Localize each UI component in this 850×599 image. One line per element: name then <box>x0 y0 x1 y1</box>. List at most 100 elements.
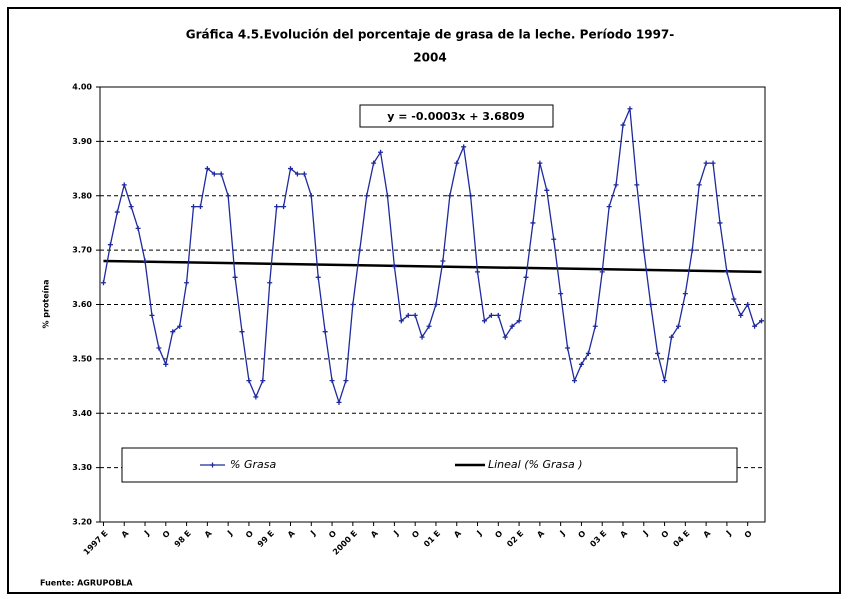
point <box>405 312 411 318</box>
point <box>516 318 522 324</box>
point <box>412 312 418 318</box>
point <box>752 323 758 329</box>
point <box>468 193 474 199</box>
point <box>364 193 370 199</box>
chart-title-line2: 2004 <box>413 51 446 65</box>
point <box>267 280 273 286</box>
point <box>128 204 134 210</box>
point <box>246 378 252 384</box>
y-tick-label: 3.40 <box>72 409 92 418</box>
x-tick-label: 99 E <box>256 529 276 549</box>
equation: y = -0.0003x + 3.6809 <box>387 110 524 123</box>
point <box>475 269 481 275</box>
legend-marker <box>210 462 215 468</box>
point <box>156 345 162 351</box>
point <box>294 171 300 177</box>
point <box>578 361 584 367</box>
point <box>426 323 432 329</box>
point <box>170 329 176 335</box>
equation-box <box>359 104 554 128</box>
point <box>745 302 751 307</box>
series-line <box>102 108 762 405</box>
point <box>239 329 245 335</box>
point <box>433 302 439 307</box>
x-tick-label: J <box>391 529 400 538</box>
point <box>391 263 397 269</box>
x-tick-label: A <box>120 528 131 539</box>
x-tick-label: J <box>225 529 234 538</box>
x-tick-label: 02 E <box>505 529 525 549</box>
point <box>350 302 356 307</box>
point <box>447 193 453 199</box>
x-tick-label: O <box>743 529 754 540</box>
point <box>371 160 377 166</box>
x-tick-label: 03 E <box>588 529 608 549</box>
point <box>641 247 647 253</box>
point <box>717 220 723 226</box>
x-tick-label: A <box>618 528 629 539</box>
point <box>682 291 688 297</box>
y-tick-label: 3.80 <box>72 191 92 200</box>
point <box>114 209 120 215</box>
point <box>668 334 674 340</box>
point <box>218 171 224 177</box>
point <box>544 187 550 193</box>
point <box>329 378 335 384</box>
point <box>384 193 390 199</box>
point <box>551 236 557 242</box>
x-tick-label: J <box>475 529 484 538</box>
trendline <box>103 259 762 274</box>
point <box>461 144 467 150</box>
point <box>260 378 266 384</box>
point <box>675 323 681 329</box>
y-tick-label: 3.90 <box>72 137 92 146</box>
x-tick-label: 1997 E <box>82 529 110 557</box>
x-tick-label: J <box>641 529 650 538</box>
point <box>572 378 578 384</box>
point <box>336 399 342 405</box>
point <box>689 247 695 253</box>
x-tick-label: A <box>535 528 546 539</box>
point <box>163 361 169 367</box>
point <box>191 204 197 210</box>
x-tick-label: O <box>660 529 671 540</box>
y-tick-label: 3.70 <box>72 246 92 255</box>
source: Fuente: AGRUPOBLA <box>40 579 133 588</box>
point <box>107 242 113 248</box>
point <box>378 149 384 155</box>
x-tick-label: A <box>369 528 380 539</box>
x-tick-label: O <box>493 529 504 540</box>
point <box>149 312 155 318</box>
x-tick-label: A <box>702 528 713 539</box>
x-tick-label: O <box>161 529 172 540</box>
point <box>142 258 148 264</box>
point <box>308 193 314 199</box>
frame <box>7 7 841 594</box>
x-tick-label: O <box>244 529 255 540</box>
point <box>315 274 321 280</box>
x-tick-label: J <box>724 529 733 538</box>
y-tick-label: 3.60 <box>72 300 92 309</box>
point <box>662 378 668 384</box>
point <box>287 166 293 172</box>
point <box>627 106 633 112</box>
y-tick-label: 3.20 <box>72 518 92 527</box>
legend-label: % Grasa <box>230 458 276 471</box>
x-tick-label: 01 E <box>422 529 442 549</box>
point <box>696 182 702 188</box>
point <box>100 280 106 286</box>
point <box>731 296 737 302</box>
legend-label: Lineal (% Grasa ) <box>488 458 583 471</box>
point <box>634 182 640 188</box>
point <box>481 318 487 324</box>
point <box>620 122 626 128</box>
point <box>613 182 619 188</box>
point <box>274 204 280 210</box>
x-tick-label: O <box>327 529 338 540</box>
point <box>710 160 716 166</box>
point <box>606 204 612 210</box>
point <box>495 312 501 318</box>
point <box>502 334 508 340</box>
point <box>454 160 460 166</box>
